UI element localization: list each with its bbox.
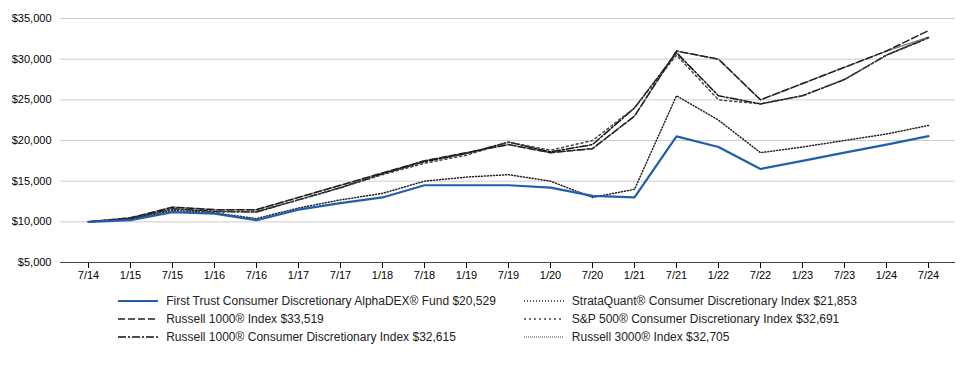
svg-text:$5,000: $5,000 xyxy=(18,256,52,268)
svg-text:1/17: 1/17 xyxy=(288,269,309,281)
svg-text:1/21: 1/21 xyxy=(624,269,645,281)
svg-text:$20,000: $20,000 xyxy=(12,134,52,146)
html-text:StrataQuant® Consumer Discreti: StrataQuant® Consumer Discretionary Inde… xyxy=(571,294,857,308)
svg-text:7/24: 7/24 xyxy=(918,269,939,281)
svg-text:$10,000: $10,000 xyxy=(12,215,52,227)
html-text:Russell 1000® Index $33,519: Russell 1000® Index $33,519 xyxy=(166,312,324,326)
svg-text:7/22: 7/22 xyxy=(750,269,771,281)
svg-text:1/16: 1/16 xyxy=(204,269,225,281)
svg-text:$35,000: $35,000 xyxy=(12,12,52,24)
html-text:S&P 500® Consumer Discretionar: S&P 500® Consumer Discretionary Index $3… xyxy=(571,312,840,326)
svg-text:7/20: 7/20 xyxy=(582,269,603,281)
svg-text:$25,000: $25,000 xyxy=(12,93,52,105)
svg-text:7/15: 7/15 xyxy=(162,269,183,281)
html-text:Russell 1000® Consumer Discret: Russell 1000® Consumer Discretionary Ind… xyxy=(166,330,456,344)
svg-text:1/23: 1/23 xyxy=(792,269,813,281)
svg-text:1/20: 1/20 xyxy=(540,269,561,281)
svg-text:1/24: 1/24 xyxy=(876,269,897,281)
svg-text:$15,000: $15,000 xyxy=(12,175,52,187)
svg-text:7/16: 7/16 xyxy=(246,269,267,281)
svg-text:7/23: 7/23 xyxy=(834,269,855,281)
html-text:First Trust Consumer Discretio: First Trust Consumer Discretionary Alpha… xyxy=(166,294,496,308)
svg-text:7/14: 7/14 xyxy=(78,269,99,281)
svg-text:$30,000: $30,000 xyxy=(12,53,52,65)
svg-text:1/22: 1/22 xyxy=(708,269,729,281)
svg-text:7/17: 7/17 xyxy=(330,269,351,281)
svg-text:1/19: 1/19 xyxy=(456,269,477,281)
svg-text:7/19: 7/19 xyxy=(498,269,519,281)
svg-text:1/15: 1/15 xyxy=(120,269,141,281)
svg-text:7/21: 7/21 xyxy=(666,269,687,281)
html-text:Russell 3000® Index $32,705: Russell 3000® Index $32,705 xyxy=(571,330,730,344)
svg-text:7/18: 7/18 xyxy=(414,269,435,281)
svg-text:1/18: 1/18 xyxy=(372,269,393,281)
